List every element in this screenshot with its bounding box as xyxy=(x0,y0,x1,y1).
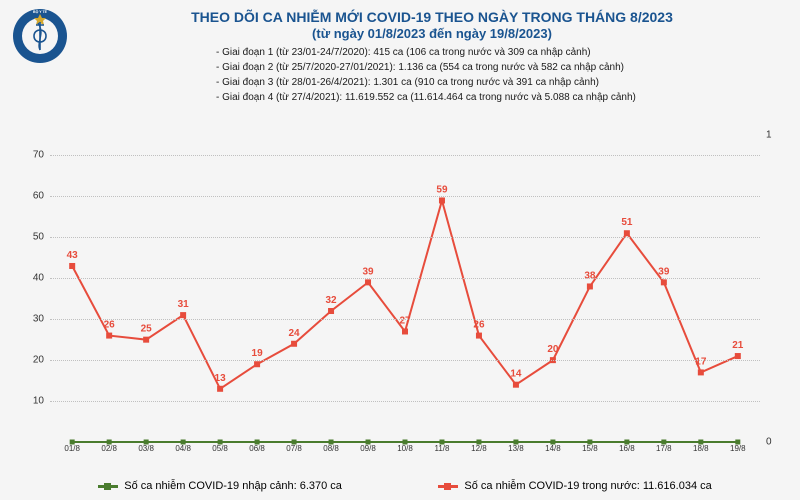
header: BỘ Y TẾ THEO DÕI CA NHIỄM MỚI COVID-19 T… xyxy=(12,8,788,105)
svg-text:39: 39 xyxy=(362,266,374,277)
svg-text:27: 27 xyxy=(399,315,411,326)
svg-text:32: 32 xyxy=(325,295,337,306)
phase-notes: - Giai đoạn 1 (từ 23/01-24/7/2020): 415 … xyxy=(76,45,788,105)
ministry-logo: BỘ Y TẾ xyxy=(12,8,68,64)
svg-text:14: 14 xyxy=(510,369,522,380)
svg-text:31: 31 xyxy=(178,299,190,310)
legend-imported-text: Số ca nhiễm COVID-19 nhập cảnh: 6.370 ca xyxy=(124,480,342,492)
title-sub: (từ ngày 01/8/2023 đến ngày 19/8/2023) xyxy=(76,26,788,41)
title-main: THEO DÕI CA NHIỄM MỚI COVID-19 THEO NGÀY… xyxy=(76,8,788,26)
svg-text:26: 26 xyxy=(104,320,116,331)
legend: Số ca nhiễm COVID-19 nhập cảnh: 6.370 ca… xyxy=(50,480,760,492)
svg-text:21: 21 xyxy=(732,340,744,351)
svg-text:43: 43 xyxy=(67,250,79,261)
phase-line: - Giai đoạn 2 (từ 25/7/2020-27/01/2021):… xyxy=(216,60,788,75)
svg-text:20: 20 xyxy=(547,344,559,355)
svg-text:24: 24 xyxy=(289,328,301,339)
plot-svg: 43 26 25 31 13 19 24 32 39 27 59 26 14 20 38 51 39 17 21 xyxy=(50,135,760,442)
plot-area: 43 26 25 31 13 19 24 32 39 27 59 26 14 20 38 51 39 17 21 xyxy=(50,135,760,442)
svg-text:13: 13 xyxy=(215,373,227,384)
title-block: THEO DÕI CA NHIỄM MỚI COVID-19 THEO NGÀY… xyxy=(76,8,788,105)
legend-domestic: Số ca nhiễm COVID-19 trong nước: 11.616.… xyxy=(438,480,711,492)
x-axis-labels: 01/802/803/804/805/806/807/808/809/810/8… xyxy=(50,444,760,458)
svg-text:59: 59 xyxy=(436,184,448,195)
svg-text:39: 39 xyxy=(658,266,670,277)
y-axis-right: 01 xyxy=(760,135,800,442)
chart-container: BỘ Y TẾ THEO DÕI CA NHIỄM MỚI COVID-19 T… xyxy=(0,0,800,500)
phase-line: - Giai đoạn 1 (từ 23/01-24/7/2020): 415 … xyxy=(216,45,788,60)
y-axis-left: 10203040506070 xyxy=(0,135,50,442)
svg-text:51: 51 xyxy=(621,217,633,228)
svg-text:26: 26 xyxy=(473,320,485,331)
svg-text:19: 19 xyxy=(252,348,264,359)
svg-text:17: 17 xyxy=(695,356,707,367)
svg-text:25: 25 xyxy=(141,324,153,335)
svg-text:BỘ Y TẾ: BỘ Y TẾ xyxy=(33,9,48,14)
phase-line: - Giai đoạn 3 (từ 28/01-26/4/2021): 1.30… xyxy=(216,75,788,90)
legend-swatch-green xyxy=(98,485,118,488)
svg-text:38: 38 xyxy=(584,270,596,281)
legend-imported: Số ca nhiễm COVID-19 nhập cảnh: 6.370 ca xyxy=(98,480,342,492)
phase-line: - Giai đoạn 4 (từ 27/4/2021): 11.619.552… xyxy=(216,90,788,105)
legend-swatch-red xyxy=(438,485,458,488)
legend-domestic-text: Số ca nhiễm COVID-19 trong nước: 11.616.… xyxy=(464,480,711,492)
